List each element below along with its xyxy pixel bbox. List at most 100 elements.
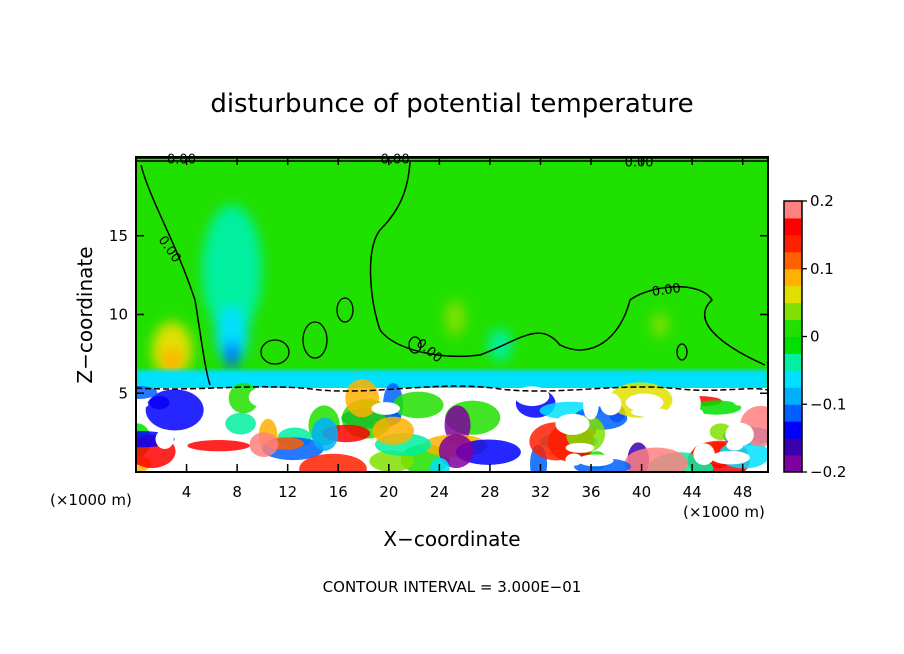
eddy-patch <box>624 447 688 472</box>
eddy-neutral <box>555 413 590 435</box>
colorbar-segment <box>784 455 802 473</box>
contour-closed-4 <box>676 343 688 361</box>
colorbar-segment <box>784 285 802 304</box>
y-tick-label: 15 <box>109 227 128 245</box>
contour-inversion-dashed <box>136 385 768 392</box>
colorbar: 0.2 0.1 0 −0.1 −0.2 <box>783 192 846 481</box>
colorbar-tick-label: 0.1 <box>810 260 834 278</box>
eddy-neutral <box>600 393 622 416</box>
cold-core <box>225 341 239 369</box>
eddy-patch <box>691 400 742 415</box>
y-tick-label: 10 <box>109 306 128 324</box>
eddy-neutral <box>577 454 614 467</box>
x-tick-label: 48 <box>733 483 752 501</box>
contour-closed-5 <box>408 336 422 354</box>
contour-zero-right <box>369 161 766 366</box>
contour-label: 0.00 <box>625 155 654 170</box>
eddy-neutral <box>371 402 400 415</box>
colorbar-segment <box>784 268 802 287</box>
eddy-neutral <box>155 429 174 449</box>
cool-blob-2 <box>488 329 512 361</box>
x-tick-label: 16 <box>329 483 348 501</box>
inversion-band <box>136 370 768 390</box>
eddy-neutral <box>248 387 274 407</box>
x-tick-label: 36 <box>581 483 600 501</box>
colorbar-tick-label: −0.1 <box>810 395 846 413</box>
eddy-neutral <box>625 393 664 412</box>
x-tick-label: 8 <box>232 483 242 501</box>
eddy-neutral <box>583 392 599 420</box>
contour-closed-1 <box>336 297 354 323</box>
colorbar-segment <box>784 336 802 354</box>
contour-label: 0.00 <box>381 152 410 167</box>
eddy-patch <box>345 379 380 418</box>
eddy-patch <box>225 412 257 435</box>
colorbar-segment <box>784 404 802 422</box>
eddy-patch <box>393 391 444 419</box>
x-tick-label: 20 <box>379 483 398 501</box>
cool-core <box>216 307 248 363</box>
contour-zero-left <box>140 164 211 386</box>
colorbar-segment <box>784 353 802 371</box>
chart-title: disturbunce of potential temperature <box>210 89 693 119</box>
colorbar-segment <box>784 319 802 337</box>
x-tick-label: 24 <box>430 483 449 501</box>
eddy-neutral <box>732 392 747 406</box>
colorbar-segment <box>784 421 802 439</box>
contour-closed-2 <box>302 321 328 359</box>
y-axis-label: Z−coordinate <box>73 246 97 383</box>
contour-label: 0.00 <box>167 152 196 167</box>
warm-blob-3 <box>651 313 669 337</box>
colorbar-segment <box>784 302 802 321</box>
contour-closed-3 <box>260 339 290 365</box>
x-unit-right: (×1000 m) <box>683 503 765 521</box>
x-unit-left: (×1000 m) <box>50 491 132 509</box>
y-axis: 5 10 15 <box>109 227 768 402</box>
x-tick-label: 12 <box>278 483 297 501</box>
colorbar-segment <box>784 251 802 270</box>
eddy-neutral <box>136 400 149 409</box>
warm-blob-2 <box>445 300 465 336</box>
eddy-patch <box>249 432 279 457</box>
eddy-patch <box>438 434 474 469</box>
colorbar-segment <box>784 201 802 219</box>
y-tick-label: 5 <box>118 384 128 402</box>
eddy-neutral <box>637 413 675 438</box>
colorbar-tick-label: −0.2 <box>810 463 846 481</box>
eddy-neutral <box>680 390 701 417</box>
colorbar-tick-label: 0.2 <box>810 192 834 210</box>
x-tick-label: 40 <box>632 483 651 501</box>
eddy-patch <box>187 440 250 452</box>
colorbar-tick-label: 0 <box>810 328 820 346</box>
colorbar-segment <box>784 370 802 388</box>
eddy-neutral <box>279 400 310 422</box>
x-tick-label: 32 <box>531 483 550 501</box>
eddy-patch <box>228 382 259 414</box>
eddy-neutral <box>693 443 715 466</box>
upper-blobs <box>152 205 669 378</box>
eddy-patch <box>299 453 367 472</box>
colorbar-segment <box>784 387 802 405</box>
eddy-neutral <box>514 386 550 407</box>
eddy-patch <box>145 389 204 431</box>
eddy-neutral <box>725 422 754 447</box>
cool-plume <box>202 205 262 335</box>
x-axis-label: X−coordinate <box>383 527 520 551</box>
warm-core <box>162 348 182 372</box>
colorbar-segment <box>784 234 802 253</box>
eddy-neutral <box>711 450 750 465</box>
eddy-neutral <box>565 442 595 453</box>
colorbar-segment <box>784 438 802 456</box>
eddy-patch <box>136 386 158 399</box>
x-tick-label: 44 <box>683 483 702 501</box>
eddy-patch <box>311 417 339 451</box>
field-area <box>136 157 768 472</box>
x-tick-label: 4 <box>182 483 192 501</box>
lower-eddies <box>136 379 768 472</box>
contour-interval-note: CONTOUR INTERVAL = 3.000E−01 <box>323 578 582 596</box>
eddy-patch <box>372 416 415 445</box>
x-axis: 4 8 12 16 20 24 28 32 36 40 44 48 <box>182 157 752 501</box>
eddy-neutral <box>565 453 583 466</box>
contour-label: 0.00 <box>651 281 682 300</box>
